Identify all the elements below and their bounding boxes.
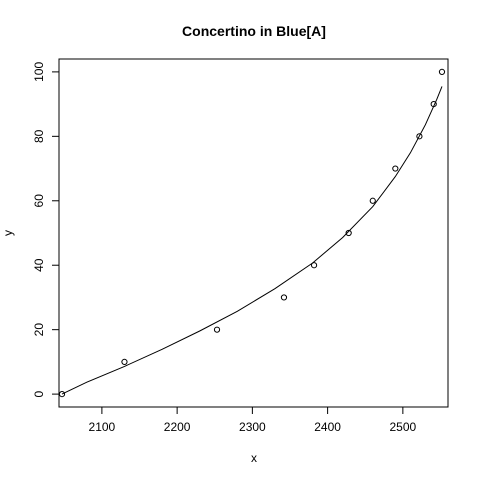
y-axis: 0 20 40 60 80 100 bbox=[32, 62, 59, 397]
data-point bbox=[310, 262, 318, 269]
x-tick-label: 2400 bbox=[314, 420, 341, 434]
y-tick-label: 100 bbox=[32, 62, 46, 82]
data-point bbox=[438, 68, 446, 75]
data-point bbox=[430, 101, 437, 108]
x-axis: 2100 2200 2300 2400 2500 bbox=[89, 407, 417, 434]
data-point bbox=[416, 133, 423, 140]
data-points-layer bbox=[58, 68, 446, 398]
y-axis-label: y bbox=[1, 230, 15, 236]
x-axis-label: x bbox=[251, 451, 257, 465]
x-tick-label: 2300 bbox=[239, 420, 266, 434]
data-point bbox=[121, 358, 128, 365]
y-tick-label: 40 bbox=[32, 258, 46, 272]
y-tick-label: 80 bbox=[32, 129, 46, 143]
y-tick-label: 0 bbox=[32, 390, 46, 397]
data-point bbox=[280, 294, 288, 301]
plot-frame bbox=[58, 58, 449, 408]
chart-title: Concertino in Blue[A] bbox=[182, 23, 326, 39]
y-tick-label: 60 bbox=[32, 194, 46, 208]
data-point bbox=[392, 165, 399, 172]
x-tick-label: 2100 bbox=[89, 420, 116, 434]
x-tick-label: 2200 bbox=[164, 420, 191, 434]
data-point bbox=[345, 229, 352, 237]
data-point bbox=[369, 197, 376, 204]
y-tick-label: 20 bbox=[32, 323, 46, 337]
data-point bbox=[58, 391, 66, 398]
x-tick-label: 2500 bbox=[390, 420, 417, 434]
data-point bbox=[213, 326, 221, 333]
